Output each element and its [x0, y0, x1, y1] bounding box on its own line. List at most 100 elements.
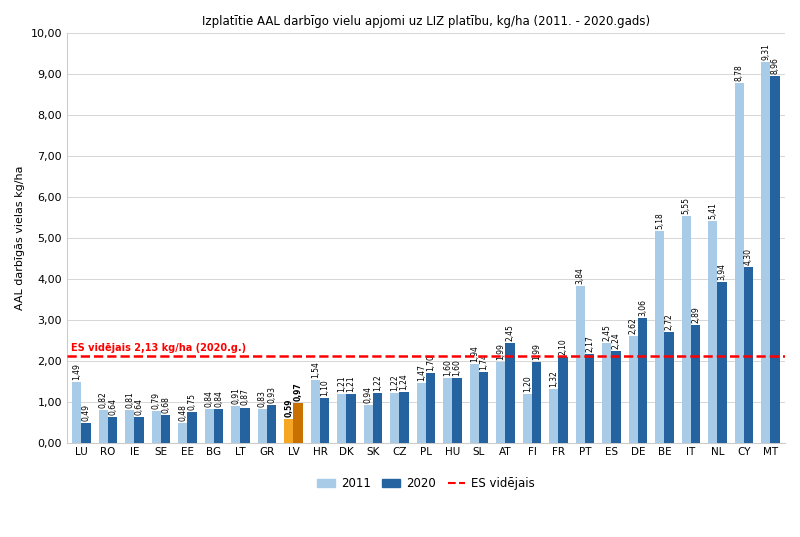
Text: 1,24: 1,24 — [399, 374, 409, 390]
Text: 2,62: 2,62 — [629, 317, 638, 333]
Text: 2,24: 2,24 — [611, 332, 621, 349]
Text: 0,48: 0,48 — [178, 404, 187, 422]
Text: 0,83: 0,83 — [258, 390, 267, 407]
Text: 4,30: 4,30 — [744, 248, 753, 265]
Bar — [258, 409, 267, 443]
Text: 3,06: 3,06 — [638, 299, 647, 316]
Text: 1,47: 1,47 — [417, 364, 426, 381]
Text: 1,22: 1,22 — [373, 374, 382, 391]
Text: 0,68: 0,68 — [161, 396, 170, 413]
Bar — [496, 361, 506, 443]
Bar — [718, 282, 726, 443]
Bar — [373, 393, 382, 443]
Bar — [241, 408, 250, 443]
Text: 1,74: 1,74 — [479, 353, 488, 370]
Bar — [629, 336, 638, 443]
Text: 2,17: 2,17 — [585, 336, 594, 352]
Text: 2,45: 2,45 — [506, 324, 514, 340]
Text: 0,79: 0,79 — [152, 391, 161, 409]
Bar — [214, 409, 223, 443]
Text: ES vidējais 2,13 kg/ha (2020.g.): ES vidējais 2,13 kg/ha (2020.g.) — [70, 343, 246, 353]
Y-axis label: AAL darbīgās vielas kg/ha: AAL darbīgās vielas kg/ha — [15, 166, 25, 310]
Bar — [152, 411, 161, 443]
Text: 5,18: 5,18 — [655, 212, 664, 229]
Bar — [72, 382, 82, 443]
Bar — [506, 343, 514, 443]
Text: 0,82: 0,82 — [99, 391, 108, 408]
Bar — [734, 83, 744, 443]
Bar — [479, 372, 488, 443]
Bar — [655, 231, 665, 443]
Text: 1,94: 1,94 — [470, 345, 479, 361]
Text: 0,64: 0,64 — [134, 398, 144, 415]
Text: 5,41: 5,41 — [708, 202, 718, 220]
Bar — [337, 394, 346, 443]
Text: 0,93: 0,93 — [267, 386, 276, 403]
Text: 1,22: 1,22 — [390, 374, 399, 391]
Text: 0,84: 0,84 — [205, 390, 214, 407]
Text: 1,99: 1,99 — [532, 343, 541, 360]
Text: 1,70: 1,70 — [426, 354, 435, 372]
Bar — [346, 394, 356, 443]
Text: 9,31: 9,31 — [762, 42, 770, 60]
Bar — [691, 325, 700, 443]
Bar — [134, 417, 144, 443]
Bar — [126, 410, 134, 443]
Bar — [231, 406, 241, 443]
Bar — [532, 361, 542, 443]
Bar — [611, 351, 621, 443]
Text: 1,21: 1,21 — [346, 375, 356, 391]
Bar — [602, 343, 611, 443]
Bar — [390, 393, 399, 443]
Text: 0,81: 0,81 — [126, 391, 134, 408]
Bar — [364, 405, 373, 443]
Bar — [205, 409, 214, 443]
Bar — [187, 412, 197, 443]
Bar — [638, 318, 647, 443]
Bar — [443, 378, 453, 443]
Text: 0,97: 0,97 — [294, 382, 302, 401]
Text: 1,10: 1,10 — [320, 379, 329, 396]
Text: 2,45: 2,45 — [602, 324, 611, 340]
Text: 8,96: 8,96 — [770, 57, 779, 74]
Text: 0,64: 0,64 — [108, 398, 117, 415]
Text: 2,10: 2,10 — [558, 338, 567, 355]
Bar — [284, 419, 294, 443]
Text: 0,49: 0,49 — [82, 404, 90, 421]
Text: 2,89: 2,89 — [691, 306, 700, 323]
Bar — [585, 354, 594, 443]
Bar — [417, 383, 426, 443]
Bar — [399, 393, 409, 443]
Bar — [770, 76, 780, 443]
Text: 0,75: 0,75 — [188, 394, 197, 410]
Text: 3,84: 3,84 — [576, 267, 585, 284]
Text: 0,59: 0,59 — [284, 398, 294, 417]
Bar — [310, 380, 320, 443]
Text: 1,54: 1,54 — [311, 361, 320, 378]
Text: 0,91: 0,91 — [231, 387, 240, 404]
Text: 8,78: 8,78 — [734, 64, 744, 81]
Text: 2,72: 2,72 — [665, 313, 674, 330]
Bar — [470, 364, 479, 443]
Legend: 2011, 2020, ES vidējais: 2011, 2020, ES vidējais — [312, 472, 539, 495]
Text: 1,49: 1,49 — [72, 363, 82, 380]
Text: 0,87: 0,87 — [241, 389, 250, 405]
Bar — [178, 424, 187, 443]
Bar — [558, 357, 568, 443]
Text: 1,60: 1,60 — [453, 359, 462, 375]
Bar — [665, 332, 674, 443]
Text: 0,84: 0,84 — [214, 390, 223, 407]
Text: 1,99: 1,99 — [496, 343, 506, 360]
Bar — [267, 405, 276, 443]
Bar — [522, 394, 532, 443]
Bar — [82, 423, 90, 443]
Text: 1,20: 1,20 — [523, 375, 532, 392]
Bar — [549, 389, 558, 443]
Text: 1,21: 1,21 — [338, 375, 346, 391]
Bar — [576, 286, 585, 443]
Bar — [426, 374, 435, 443]
Text: 1,32: 1,32 — [550, 371, 558, 387]
Text: 3,94: 3,94 — [718, 263, 726, 280]
Text: 1,60: 1,60 — [443, 359, 452, 375]
Bar — [708, 221, 718, 443]
